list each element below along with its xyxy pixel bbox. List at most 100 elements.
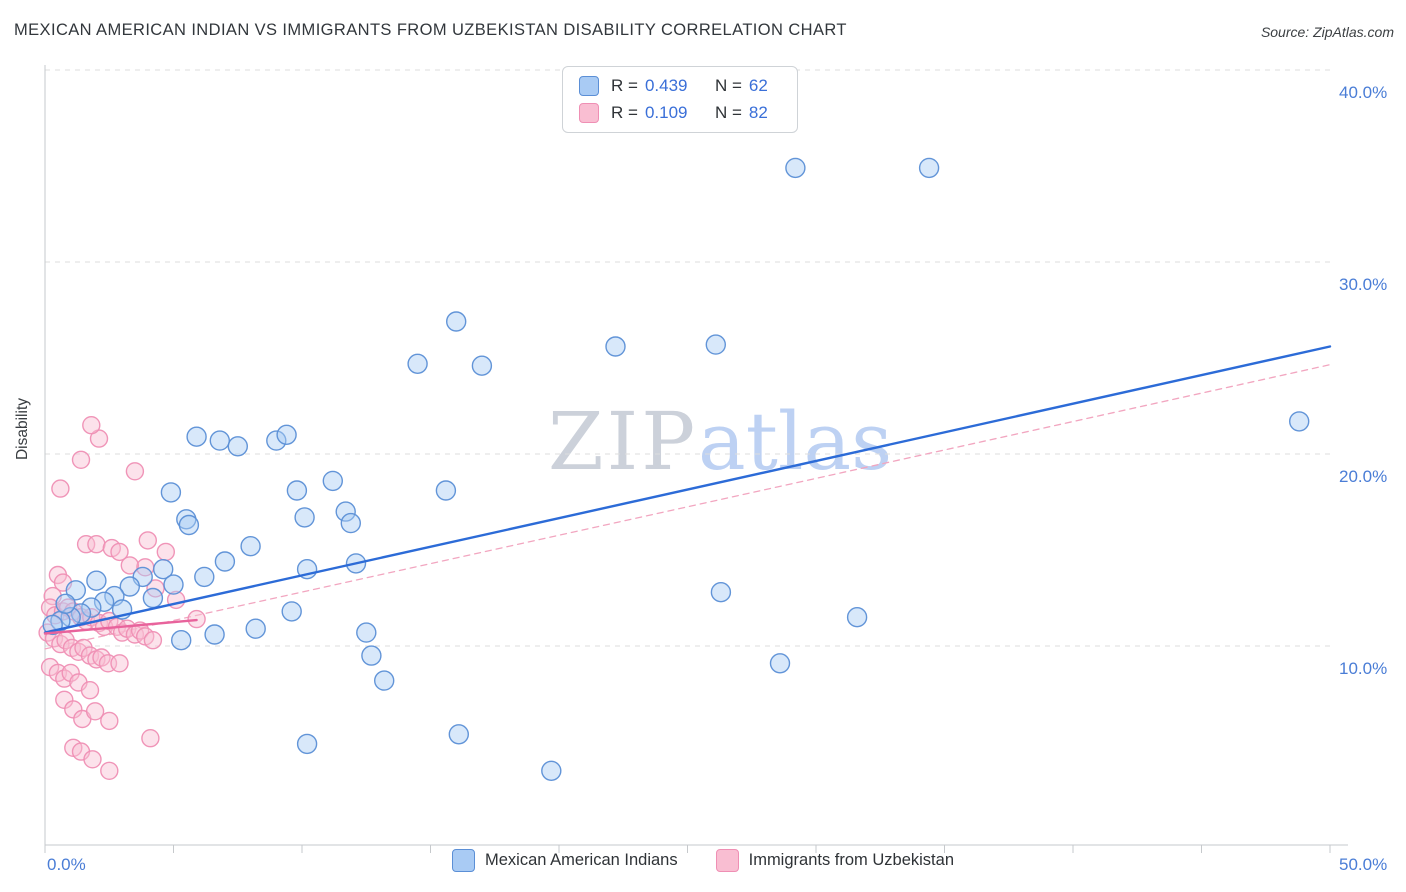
watermark-atlas: atlas <box>698 395 893 488</box>
scatter-point-immigrants-from-uzbekistan <box>87 535 106 554</box>
y-tick-label: 40.0% <box>1339 83 1387 102</box>
scatter-point-mexican-american-indians <box>281 601 302 622</box>
scatter-point-mexican-american-indians <box>340 512 361 534</box>
scatter-point-mexican-american-indians <box>170 630 192 651</box>
r-value-pink: 0.109 <box>644 103 688 122</box>
scatter-point-mexican-american-indians <box>55 593 76 614</box>
blue-series-swatch <box>579 76 599 96</box>
r-value-blue: 0.439 <box>644 76 688 95</box>
scatter-point-mexican-american-indians <box>163 574 184 595</box>
y-axis-title: Disability <box>14 398 31 461</box>
scatter-point-mexican-american-indians <box>294 507 315 528</box>
source-attribution-link[interactable]: Source: ZipAtlas.com <box>1260 24 1394 40</box>
scatter-point-mexican-american-indians <box>407 353 428 374</box>
legend-item-immigrants-from-uzbekistan[interactable]: Immigrants from Uzbekistan <box>715 849 954 872</box>
scatter-point-mexican-american-indians <box>705 334 726 355</box>
scatter-point-mexican-american-indians <box>152 559 174 580</box>
stats-row-blue: R = 0.439 N = 62 <box>579 76 781 96</box>
r-label: R = <box>611 103 638 122</box>
scatter-point-mexican-american-indians <box>435 480 457 501</box>
scatter-point-mexican-american-indians <box>160 482 182 503</box>
x-tick-label: 50.0% <box>1339 855 1387 874</box>
scatter-point-mexican-american-indians <box>710 582 732 603</box>
scatter-point-immigrants-from-uzbekistan <box>110 654 129 673</box>
scatter-point-immigrants-from-uzbekistan <box>120 556 140 575</box>
scatter-point-immigrants-from-uzbekistan <box>80 681 100 700</box>
scatter-point-immigrants-from-uzbekistan <box>125 462 145 481</box>
scatter-point-mexican-american-indians <box>296 733 318 755</box>
scatter-point-immigrants-from-uzbekistan <box>100 761 119 780</box>
scatter-point-mexican-american-indians <box>1288 411 1310 432</box>
scatter-point-mexican-american-indians <box>142 587 164 609</box>
scatter-point-mexican-american-indians <box>194 566 215 588</box>
scatter-point-immigrants-from-uzbekistan <box>83 750 102 769</box>
scatter-point-mexican-american-indians <box>86 570 107 591</box>
pink-trend-line <box>43 618 198 635</box>
scatter-point-immigrants-from-uzbekistan <box>138 531 158 550</box>
n-value-blue: 62 <box>748 76 768 95</box>
scatter-point-mexican-american-indians <box>227 436 249 457</box>
scatter-point-mexican-american-indians <box>541 760 562 781</box>
scatter-point-mexican-american-indians <box>918 157 940 179</box>
pink-trend-extension <box>44 364 1331 650</box>
legend-label-pink: Immigrants from Uzbekistan <box>748 851 954 869</box>
watermark-zip: ZIP <box>548 395 699 488</box>
scatter-point-mexican-american-indians <box>276 424 297 445</box>
series-legend: Mexican American Indians Immigrants from… <box>0 849 1406 872</box>
blue-legend-swatch <box>452 849 475 872</box>
scatter-point-mexican-american-indians <box>214 551 236 572</box>
scatter-point-mexican-american-indians <box>204 624 225 645</box>
scatter-point-mexican-american-indians <box>119 576 141 597</box>
scatter-point-immigrants-from-uzbekistan <box>85 702 105 721</box>
r-label: R = <box>611 76 638 95</box>
scatter-point-immigrants-from-uzbekistan <box>82 416 101 435</box>
pink-legend-swatch <box>715 849 739 872</box>
scatter-point-mexican-american-indians <box>240 536 261 557</box>
scatter-point-mexican-american-indians <box>374 670 395 691</box>
scatter-point-mexican-american-indians <box>93 591 115 612</box>
scatter-point-mexican-american-indians <box>356 622 377 643</box>
pink-series-swatch <box>579 103 599 123</box>
scatter-point-mexican-american-indians <box>769 653 791 674</box>
chart-title: MEXICAN AMERICAN INDIAN VS IMMIGRANTS FR… <box>14 21 847 39</box>
y-tick-label: 30.0% <box>1339 275 1387 294</box>
scatter-point-mexican-american-indians <box>266 430 287 451</box>
stats-row-pink: R = 0.109 N = 82 <box>579 103 781 123</box>
scatter-point-mexican-american-indians <box>322 470 343 492</box>
y-tick-label: 20.0% <box>1339 467 1387 486</box>
scatter-point-mexican-american-indians <box>178 514 200 536</box>
blue-trend-line <box>43 345 1332 634</box>
scatter-point-mexican-american-indians <box>446 311 467 332</box>
scatter-point-immigrants-from-uzbekistan <box>100 711 119 731</box>
x-tick-label: 0.0% <box>47 855 86 874</box>
scatter-point-immigrants-from-uzbekistan <box>141 729 160 748</box>
legend-label-blue: Mexican American Indians <box>485 851 678 869</box>
n-label: N = <box>714 76 742 95</box>
scatter-point-mexican-american-indians <box>335 501 356 522</box>
scatter-point-mexican-american-indians <box>846 607 868 628</box>
scatter-point-mexican-american-indians <box>209 430 231 451</box>
scatter-point-immigrants-from-uzbekistan <box>76 535 96 554</box>
scatter-point-mexican-american-indians <box>65 580 87 601</box>
scatter-point-mexican-american-indians <box>605 336 626 357</box>
n-label: N = <box>714 103 742 122</box>
scatter-point-immigrants-from-uzbekistan <box>156 542 176 562</box>
scatter-point-mexican-american-indians <box>245 618 266 639</box>
scatter-point-immigrants-from-uzbekistan <box>110 542 129 562</box>
scatter-point-mexican-american-indians <box>361 645 382 666</box>
scatter-point-immigrants-from-uzbekistan <box>143 631 163 650</box>
n-value-pink: 82 <box>748 103 768 122</box>
correlation-stats-box: R = 0.439 N = 62 R = 0.109 N = 82 <box>562 66 798 133</box>
legend-item-mexican-american-indians[interactable]: Mexican American Indians <box>452 849 678 872</box>
scatter-point-mexican-american-indians <box>186 426 207 447</box>
scatter-point-mexican-american-indians <box>286 480 308 501</box>
scatter-point-immigrants-from-uzbekistan <box>51 479 70 498</box>
scatter-point-immigrants-from-uzbekistan <box>71 450 91 469</box>
scatter-point-mexican-american-indians <box>471 355 493 376</box>
y-tick-label: 10.0% <box>1339 659 1387 678</box>
scatter-point-immigrants-from-uzbekistan <box>61 663 80 683</box>
scatter-point-mexican-american-indians <box>81 597 102 618</box>
scatter-point-mexican-american-indians <box>448 724 469 745</box>
